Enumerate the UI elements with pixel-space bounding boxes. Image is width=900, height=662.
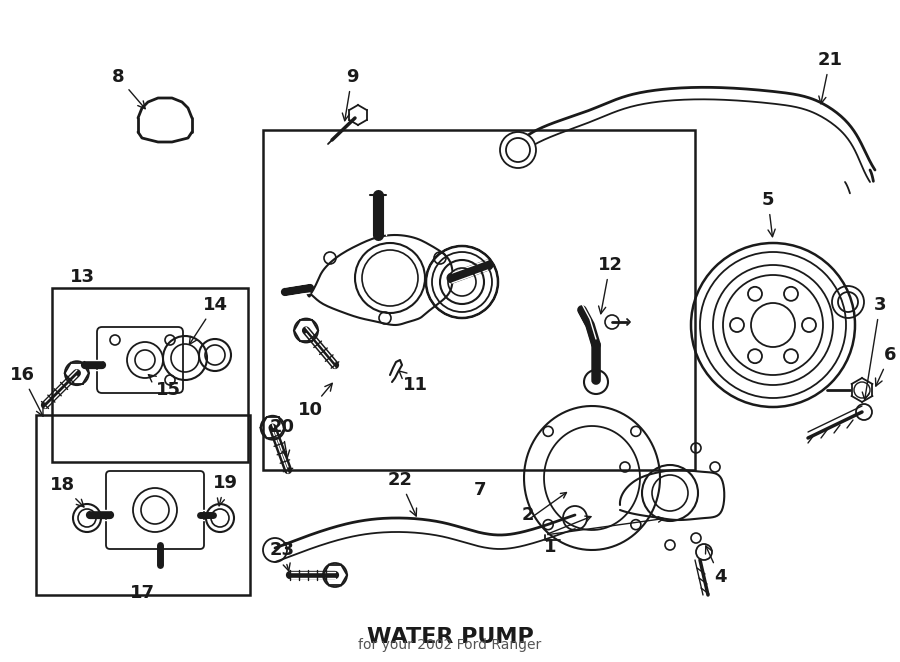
Text: 1: 1 — [544, 538, 556, 556]
Text: for your 2002 Ford Ranger: for your 2002 Ford Ranger — [358, 638, 542, 652]
Text: 19: 19 — [212, 474, 238, 506]
Circle shape — [838, 292, 858, 312]
Text: 9: 9 — [342, 68, 358, 120]
Text: 11: 11 — [399, 371, 427, 394]
Text: 21: 21 — [817, 51, 842, 104]
Bar — [36, 415, 250, 595]
Text: 23: 23 — [270, 541, 295, 571]
Text: 5: 5 — [761, 191, 775, 237]
Text: 6: 6 — [876, 346, 896, 386]
Bar — [263, 130, 695, 470]
Bar — [52, 288, 248, 462]
Text: 20: 20 — [269, 418, 294, 457]
Text: 2: 2 — [522, 506, 535, 524]
Text: 3: 3 — [862, 296, 886, 400]
Text: 7: 7 — [473, 481, 486, 499]
Text: 18: 18 — [50, 476, 84, 507]
Circle shape — [506, 138, 530, 162]
Text: 15: 15 — [148, 375, 181, 399]
Text: 12: 12 — [598, 256, 623, 314]
Text: 10: 10 — [298, 383, 332, 419]
Text: 17: 17 — [130, 584, 155, 602]
Circle shape — [832, 286, 864, 318]
Text: 13: 13 — [69, 268, 94, 286]
Text: 16: 16 — [10, 366, 43, 416]
Text: 14: 14 — [189, 296, 228, 344]
Text: WATER PUMP: WATER PUMP — [366, 627, 534, 647]
Text: 8: 8 — [112, 68, 145, 109]
Text: 22: 22 — [388, 471, 417, 516]
Text: 4: 4 — [706, 546, 726, 586]
Circle shape — [500, 132, 536, 168]
